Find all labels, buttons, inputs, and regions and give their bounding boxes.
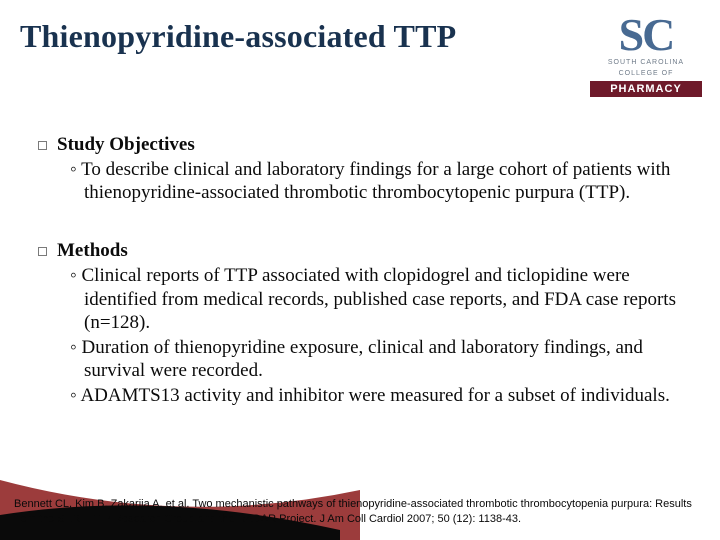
sub-item: To describe clinical and laboratory find… (70, 158, 692, 204)
sub-item: Duration of thienopyridine exposure, cli… (70, 336, 692, 382)
citation-footer: Bennett CL, Kim B, Zakarija A, et al. Tw… (14, 497, 706, 526)
sub-item: Clinical reports of TTP associated with … (70, 264, 692, 334)
heading-row: Study Objectives (38, 134, 692, 156)
block-methods: Methods Clinical reports of TTP associat… (38, 240, 692, 407)
content: Study Objectives To describe clinical an… (38, 134, 692, 443)
square-bullet-icon (38, 247, 47, 256)
logo: SC SOUTH CAROLINA COLLEGE OF PHARMACY (590, 14, 702, 97)
logo-line2: COLLEGE OF (590, 70, 702, 77)
slide-title: Thienopyridine-associated TTP (20, 18, 580, 55)
heading: Methods (57, 240, 128, 262)
logo-bar: PHARMACY (590, 81, 702, 97)
heading-row: Methods (38, 240, 692, 262)
square-bullet-icon (38, 141, 47, 150)
heading: Study Objectives (57, 134, 195, 156)
logo-line1: SOUTH CAROLINA (590, 59, 702, 66)
logo-sc: SC (590, 14, 702, 55)
slide: Thienopyridine-associated TTP SC SOUTH C… (0, 0, 720, 540)
sub-item: ADAMTS13 activity and inhibitor were mea… (70, 384, 692, 407)
block-objectives: Study Objectives To describe clinical an… (38, 134, 692, 204)
